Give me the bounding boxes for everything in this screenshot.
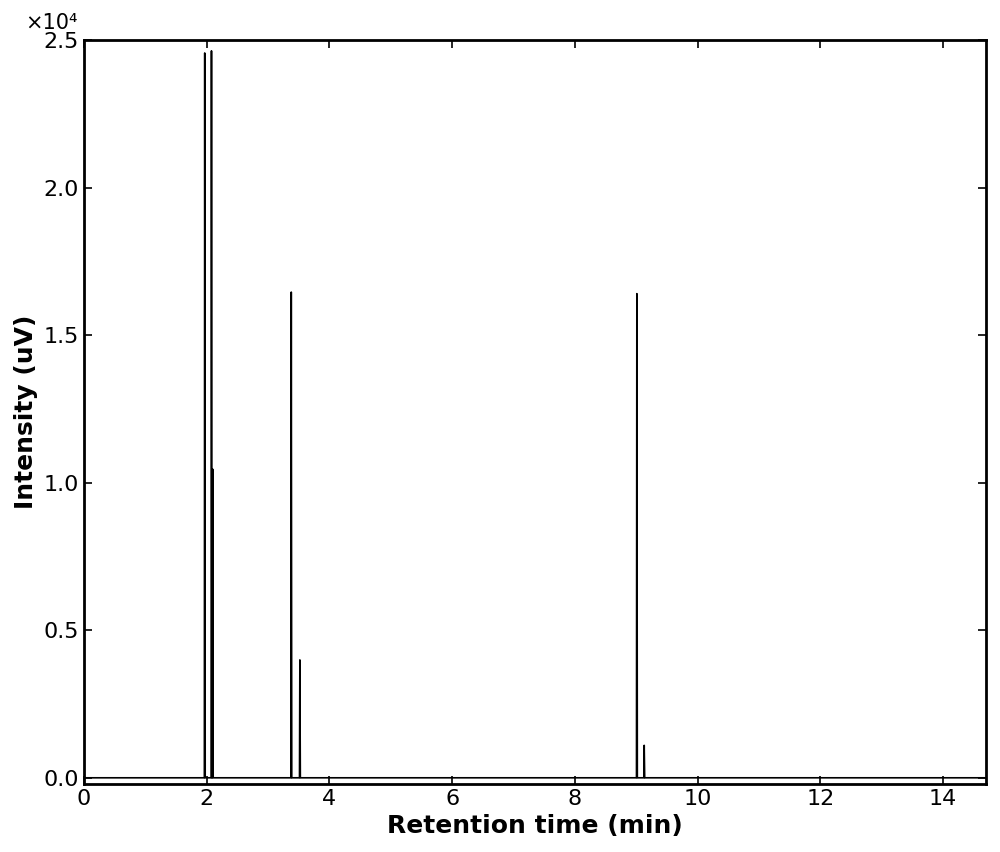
Y-axis label: Intensity (uV): Intensity (uV) — [14, 315, 38, 509]
X-axis label: Retention time (min): Retention time (min) — [387, 815, 683, 838]
Text: ×10⁴: ×10⁴ — [25, 13, 78, 33]
